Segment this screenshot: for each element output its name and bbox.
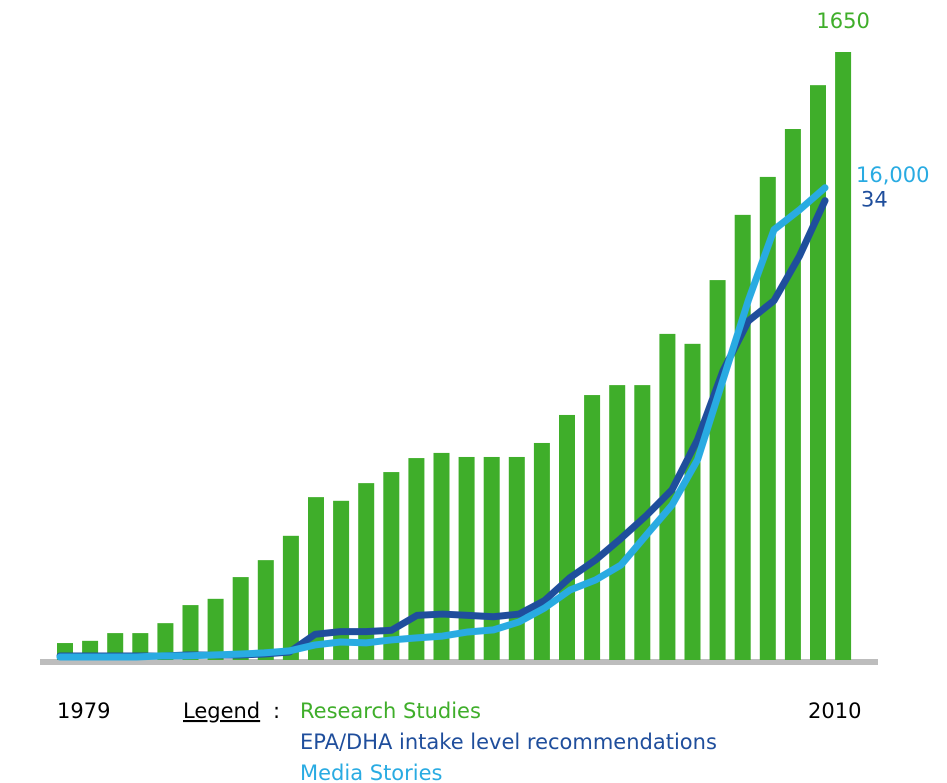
bar	[559, 414, 575, 660]
bar	[207, 598, 224, 660]
legend-title: Legend	[183, 699, 260, 723]
bar	[257, 560, 274, 660]
bar	[533, 442, 550, 660]
bar	[709, 280, 726, 660]
bar	[734, 214, 751, 660]
bar	[584, 395, 601, 660]
bar	[684, 343, 701, 660]
x-tick-label: 2010	[808, 699, 861, 723]
bar	[483, 456, 500, 660]
value-label: 16,000	[856, 163, 929, 187]
bar	[333, 500, 350, 660]
legend-entry: Media Stories	[300, 761, 443, 783]
legend-entry: EPA/DHA intake level recommendations	[300, 730, 717, 754]
bar	[609, 385, 626, 660]
bar	[358, 483, 375, 660]
legend-separator: :	[273, 699, 280, 723]
bar	[810, 85, 826, 660]
bar	[835, 52, 852, 660]
bar	[508, 456, 525, 660]
bar	[232, 577, 249, 660]
bar	[182, 605, 199, 660]
bar	[157, 623, 174, 660]
line	[56, 184, 829, 661]
bar	[458, 456, 475, 660]
bar	[308, 497, 324, 660]
legend-entry: Research Studies	[300, 699, 481, 723]
bar	[408, 458, 425, 660]
value-label: 1650	[816, 9, 869, 33]
bar	[282, 535, 299, 660]
value-label: 34	[861, 188, 888, 212]
bar	[383, 472, 400, 660]
bar	[433, 452, 450, 660]
x-tick-label: 1979	[57, 699, 110, 723]
